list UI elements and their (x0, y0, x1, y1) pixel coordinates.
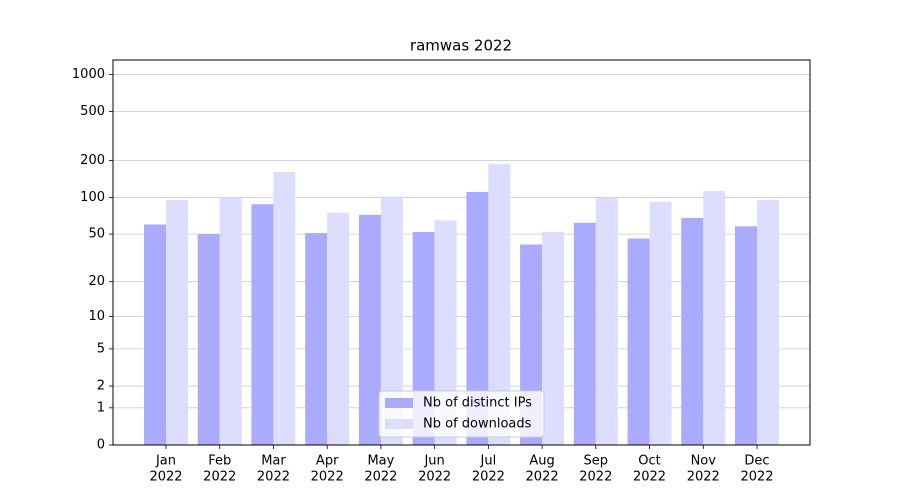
bar (305, 233, 328, 445)
bar (197, 234, 220, 445)
x-tick-label: 2022 (740, 470, 773, 485)
x-tick-label: 2022 (364, 470, 397, 485)
y-tick-label: 1000 (72, 67, 105, 82)
x-tick-label: May (367, 454, 394, 469)
x-tick-label: Aug (529, 454, 554, 469)
legend-swatch (385, 419, 413, 429)
bar (573, 222, 596, 445)
x-tick-label: 2022 (311, 470, 344, 485)
plot-frame (112, 59, 811, 446)
legend-label: Nb of distinct IPs (423, 396, 532, 411)
bar (595, 197, 618, 445)
x-tick-label: 2022 (526, 470, 559, 485)
x-tick-label: 2022 (687, 470, 720, 485)
y-tick-label: 200 (80, 153, 105, 168)
x-tick-label: Jul (480, 454, 497, 469)
bar (273, 172, 296, 445)
y-tick-label: 2 (97, 379, 105, 394)
x-tick-label: 2022 (472, 470, 505, 485)
x-tick-label: Feb (208, 454, 231, 469)
x-tick-label: Mar (261, 454, 286, 469)
x-tick-label: Oct (638, 454, 660, 469)
x-tick-label: Jun (423, 454, 444, 469)
x-tick-label: 2022 (579, 470, 612, 485)
legend: Nb of distinct IPs Nb of downloads (378, 390, 545, 438)
y-tick-label: 5 (97, 341, 105, 356)
y-tick-label: 20 (88, 274, 105, 289)
bar (627, 238, 650, 445)
bar (144, 224, 166, 445)
chart-title: ramwas 2022 (410, 37, 512, 55)
x-tick-label: Sep (584, 454, 609, 469)
legend-label: Nb of downloads (423, 417, 532, 432)
bar (166, 200, 188, 445)
y-tick-label: 1 (97, 400, 105, 415)
bar (327, 212, 350, 445)
bar (466, 191, 489, 445)
x-tick-label: 2022 (257, 470, 290, 485)
bar (757, 200, 779, 445)
x-tick-label: 2022 (633, 470, 666, 485)
x-tick-label: 2022 (149, 470, 182, 485)
bar (219, 197, 242, 445)
bar (434, 220, 457, 445)
y-tick-label: 10 (88, 309, 105, 324)
bar (703, 190, 726, 445)
x-tick-label: Nov (691, 454, 717, 469)
bar (649, 201, 672, 445)
y-tick-label: 50 (88, 227, 105, 242)
x-tick-label: Apr (316, 454, 339, 469)
x-tick-label: Dec (744, 454, 769, 469)
x-tick-label: 2022 (418, 470, 451, 485)
y-tick-label: 100 (80, 190, 105, 205)
bar (681, 217, 704, 445)
bar (358, 214, 381, 445)
legend-swatch (385, 398, 413, 408)
y-tick-label: 500 (80, 104, 105, 119)
bar (542, 232, 565, 445)
bar (488, 164, 511, 446)
legend-box (378, 390, 545, 438)
x-tick-label: 2022 (203, 470, 236, 485)
bar (735, 226, 757, 445)
y-tick-label: 0 (97, 438, 105, 453)
bar (380, 196, 403, 445)
bar (251, 204, 274, 445)
x-tick-label: Jan (155, 454, 176, 469)
